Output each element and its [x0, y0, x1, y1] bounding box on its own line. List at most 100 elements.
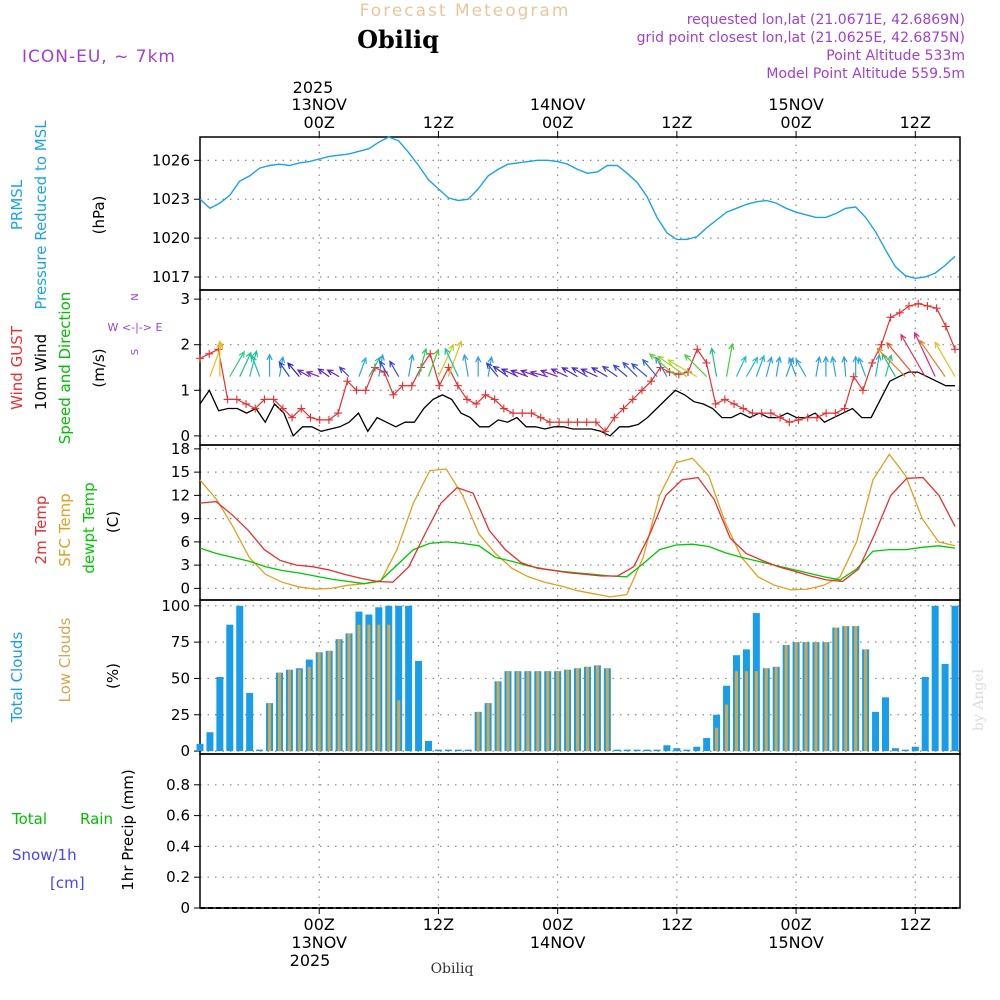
total-cloud-bar	[196, 743, 204, 752]
low-cloud-bar	[834, 627, 838, 752]
low-cloud-bar	[576, 668, 580, 752]
total-cloud-bar	[256, 749, 264, 752]
wind-speed-line	[199, 371, 956, 438]
bottom-hour-label: 12Z	[900, 915, 931, 934]
temp-labels: 2m Temp SFC Temp dewpt Temp (C)	[32, 482, 122, 573]
total-cloud-bar	[683, 749, 691, 752]
wind-arrow	[622, 361, 638, 378]
gust-marker	[757, 409, 766, 418]
gust-marker	[343, 377, 352, 386]
top-date-label: 14NOV	[530, 95, 586, 114]
gust-marker	[481, 390, 490, 399]
gust-marker	[739, 404, 748, 413]
total-cloud-bar	[941, 663, 949, 752]
gust-marker	[647, 377, 656, 386]
gust-marker	[748, 409, 757, 418]
wind-arrow	[725, 342, 735, 377]
gust-marker	[840, 404, 849, 413]
gust-marker	[370, 363, 379, 372]
wind-arrow	[830, 355, 837, 377]
total-cloud-bar	[236, 605, 244, 752]
pressure-labels: PRMSL Pressure Reduced to MSL (hPa)	[8, 120, 108, 310]
gust-marker	[904, 301, 913, 310]
low-cloud-bar	[516, 671, 520, 752]
low-cloud-bar	[327, 650, 331, 752]
low-cloud-bar	[804, 642, 808, 752]
cloud-labels: Total Clouds Low Clouds (%)	[8, 617, 122, 723]
low-cloud-bar	[546, 671, 550, 752]
wind-arrow	[590, 367, 608, 378]
gust-marker	[730, 399, 739, 408]
y-tick-label: 0	[180, 427, 190, 445]
top-hour-label: 00Z	[542, 113, 573, 132]
y-tick-label: 6	[180, 533, 190, 551]
low-cloud-bar	[526, 671, 530, 752]
model-name: ICON-EU, ~ 7km	[22, 47, 176, 67]
low-cloud-bar	[307, 666, 311, 752]
temp2m-label: 2m Temp	[32, 496, 50, 565]
wind-arrow	[229, 350, 245, 377]
wind-arrow	[841, 355, 848, 377]
wind-arrow	[529, 370, 548, 378]
low-cloud-bar	[387, 624, 391, 752]
compass-south: S	[130, 349, 141, 355]
gust-marker	[877, 340, 886, 349]
total-cloud-bar	[454, 749, 462, 752]
low-cloud-bar	[268, 703, 272, 752]
gust-marker	[306, 413, 315, 422]
wind-arrow	[641, 358, 658, 378]
temp-unit-label: (C)	[104, 511, 122, 533]
y-tick-label: 2	[180, 336, 190, 354]
low-cloud-bar	[297, 669, 301, 752]
wind-arrow	[580, 368, 598, 378]
y-tick-label: 0.8	[166, 776, 190, 794]
cm-label: [cm]	[50, 874, 85, 892]
y-tick-label: 9	[180, 510, 190, 528]
total-cloud-bar	[623, 749, 631, 752]
gust-marker	[223, 395, 232, 404]
total-cloud-bar	[246, 692, 254, 752]
rain-label: Rain	[80, 810, 113, 828]
gust-label: Wind GUST	[8, 325, 26, 410]
pressure-line	[199, 136, 956, 280]
wind-arrow	[338, 366, 350, 378]
dewpoint-line	[199, 541, 956, 585]
wind-arrow	[296, 369, 310, 378]
gust-marker	[269, 395, 278, 404]
point-altitude: Point Altitude 533m	[826, 48, 965, 64]
bottom-hour-label: 12Z	[423, 915, 454, 934]
wind-arrow	[447, 340, 463, 377]
wind-arrow	[914, 331, 936, 377]
gust-marker	[324, 415, 333, 424]
wind-arrow	[601, 365, 618, 378]
low-cloud-bar	[794, 642, 798, 752]
wind-arrow	[874, 353, 882, 377]
total-label: Total	[11, 810, 47, 828]
wind-arrow	[886, 341, 916, 378]
wind10m-label: 10m Wind	[32, 334, 50, 410]
gust-marker	[858, 386, 867, 395]
low-cloud-bar	[357, 624, 361, 752]
wind-arrow	[278, 355, 286, 377]
y-tick-label: 0.2	[166, 868, 190, 886]
grid-point-coords: grid point closest lon,lat (21.0625E, 42…	[637, 30, 965, 46]
bottom-hour-label: 00Z	[780, 915, 811, 934]
total-cloud-bar	[881, 697, 889, 752]
low-cloud-bar	[715, 727, 719, 752]
gust-marker	[389, 390, 398, 399]
bottom-date-label: 13NOV	[291, 933, 347, 952]
sfc-temp-line	[199, 453, 956, 598]
speed-dir-label: Speed and Direction	[56, 292, 74, 445]
cloud-panel: 0 25 50 75 100	[161, 597, 961, 760]
wind-arrow	[683, 353, 708, 378]
total-cloud-bar	[703, 738, 711, 752]
gust-marker	[472, 399, 481, 408]
low-cloud-bar	[595, 665, 599, 752]
wind-arrow	[709, 347, 718, 377]
low-cloud-bar	[377, 624, 381, 752]
gust-marker	[407, 381, 416, 390]
gust-marker	[702, 358, 711, 367]
wind-arrow	[765, 356, 774, 377]
wind-arrow	[485, 362, 499, 378]
gust-marker	[591, 418, 600, 427]
